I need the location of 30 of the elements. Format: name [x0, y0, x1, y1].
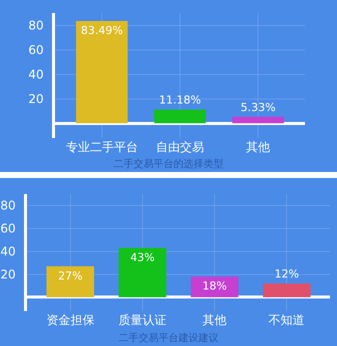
bar	[262, 283, 311, 298]
x-tick-label: 资金担保	[46, 313, 94, 327]
data-label: 11.18%	[159, 94, 201, 107]
text: 二手交易平台的选择类型	[114, 158, 224, 170]
bar	[118, 248, 166, 298]
text: 二手交易平台建设建议	[118, 332, 218, 344]
y-tick-label: 40	[0, 244, 16, 259]
y-tick-label: 80	[28, 18, 44, 32]
x-tick-label: 质量认证	[118, 313, 166, 327]
data-label: 27%	[58, 269, 83, 282]
data-label: 83.49%	[80, 24, 123, 37]
bar	[76, 20, 128, 124]
bar	[46, 266, 94, 298]
x-tick-label: 自由交易	[156, 140, 204, 154]
data-label: 18%	[202, 280, 227, 293]
y-tick-label: 60	[28, 42, 44, 57]
bar	[232, 116, 284, 124]
y-tick-label: 20	[0, 267, 16, 282]
x-tick-label: 专业二手平台	[66, 140, 138, 154]
y-tick-label: 60	[0, 222, 16, 236]
data-label: 12%	[274, 267, 299, 280]
data-label: 5.33%	[240, 100, 276, 114]
x-tick-label: 不知道	[268, 313, 305, 327]
x-tick-label: 其他	[246, 140, 270, 154]
y-tick-label: 80	[0, 198, 16, 213]
y-tick-label: 40	[28, 67, 44, 82]
bar	[154, 110, 206, 124]
y-tick-label: 20	[28, 92, 44, 106]
x-tick-label: 其他	[202, 313, 227, 327]
data-label: 43%	[130, 250, 155, 264]
